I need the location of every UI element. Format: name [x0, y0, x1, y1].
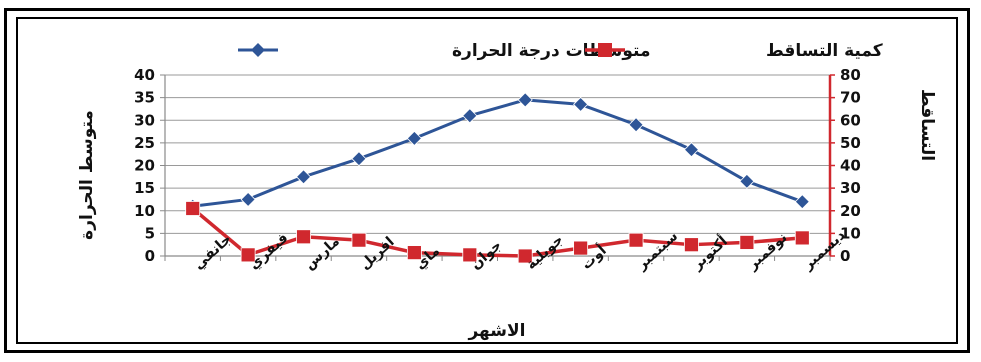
precipitation-point: [462, 247, 478, 263]
temperature-point: [240, 191, 256, 208]
temperature-point: [628, 117, 644, 133]
x-category-label: جانفي: [191, 231, 235, 273]
series: [185, 92, 810, 264]
y-left-tick-label: 10: [134, 202, 155, 220]
legend-marker-precipitation: [598, 43, 612, 57]
y-left-tick-label: 15: [134, 179, 155, 197]
temperature-point: [462, 108, 478, 124]
y-left-tick-label: 20: [134, 157, 155, 175]
y-right-tick-label: 60: [840, 111, 861, 129]
y-right-tick-label: 30: [840, 179, 861, 197]
y-right-tick-label: 70: [840, 89, 861, 107]
precipitation-point: [628, 232, 644, 248]
y-left-tick-label: 25: [134, 134, 155, 152]
precipitation-point: [517, 248, 533, 264]
temperature-point: [573, 96, 589, 112]
y-right-tick-label: 40: [840, 157, 861, 175]
temperature-point: [406, 130, 422, 146]
temperature-point: [739, 173, 755, 189]
y-right-tick-label: 80: [840, 66, 861, 84]
precipitation-point: [185, 201, 201, 216]
y-right-tick-label: 0: [840, 247, 850, 265]
y-right-tick-label: 10: [840, 224, 861, 242]
series-line-temperature: [192, 98, 803, 208]
gridlines: [165, 74, 830, 234]
precipitation-point: [240, 247, 256, 263]
y-left-tick-label: 5: [145, 224, 155, 242]
x-axis-title: الاشهر: [467, 321, 525, 341]
chart-inner-border: [16, 17, 958, 344]
precipitation-point: [573, 240, 589, 256]
y-axis-left-title: متوسط الحرارة: [77, 110, 97, 240]
precipitation-point: [351, 232, 367, 248]
y-left-tick-label: 40: [134, 66, 155, 84]
temperature-point: [794, 194, 810, 210]
precipitation-point: [406, 245, 422, 261]
y-left-tick-label: 35: [134, 89, 155, 107]
temperature-point: [351, 151, 367, 167]
temperature-point: [517, 92, 533, 108]
y-right-tick-label: 50: [840, 134, 861, 152]
precipitation-point: [296, 229, 311, 245]
precipitation-point: [794, 230, 810, 246]
legend-label-precipitation: كمية التساقط: [766, 41, 883, 61]
legend: متوسطات درجة الحرارة كمية التساقط: [238, 41, 883, 61]
y-axis-right-title: التساقط: [917, 89, 937, 161]
legend-marker-temperature: [251, 43, 265, 57]
series-line-precipitation: [191, 207, 803, 258]
precipitation-point: [684, 237, 699, 253]
temperature-point: [295, 169, 312, 185]
y-left-tick-label: 0: [145, 247, 155, 265]
y-left-tick-label: 30: [134, 111, 155, 129]
precipitation-point: [739, 235, 755, 250]
y-right-tick-label: 20: [840, 202, 861, 220]
temperature-point: [683, 142, 700, 158]
